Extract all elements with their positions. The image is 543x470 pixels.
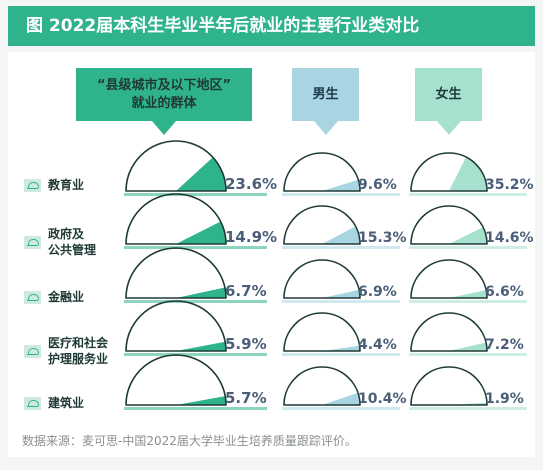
gauge-value-label: 14.6% — [485, 230, 534, 246]
gauge-value-label: 6.9% — [358, 284, 397, 300]
gauge-value-label: 15.3% — [358, 230, 407, 246]
gauge-baseline — [409, 353, 527, 356]
row-label-text: 金融业 — [48, 290, 85, 304]
chart-title: 图 2022届本科生毕业半年后就业的主要行业类对比 — [8, 6, 535, 46]
gauge-outline — [410, 312, 488, 352]
gauge-baseline — [409, 300, 527, 303]
gauge-value-label: 1.9% — [485, 391, 524, 407]
gauge-fill — [322, 392, 360, 405]
gauge-fill — [176, 221, 226, 244]
row-label: 教育业 — [24, 163, 84, 207]
gauge-outline — [410, 152, 488, 192]
gauge-fill — [322, 345, 360, 351]
row-label-text: 政府及 公共管理 — [48, 227, 97, 257]
gauge-value-label: 7.2% — [485, 337, 524, 353]
industry-icon — [24, 344, 41, 358]
gauge-value-label: 6.7% — [225, 282, 267, 300]
header-female: 女生 — [415, 68, 482, 135]
header-county-label: “县级城市及以下地区” 就业的群体 — [96, 77, 232, 111]
gauge-outline — [410, 259, 488, 299]
gauge-value-label: 4.4% — [358, 337, 397, 353]
gauge-fill — [176, 287, 226, 298]
gauge-baseline — [282, 407, 400, 410]
gauge-value-label: 5.7% — [225, 389, 267, 407]
gauge-outline — [283, 152, 361, 192]
gauge-baseline — [124, 193, 267, 196]
gauge-fill — [322, 226, 360, 244]
gauge-fill — [176, 157, 226, 191]
gauge-outline — [283, 259, 361, 299]
row-label: 政府及 公共管理 — [24, 220, 96, 264]
gauge-baseline — [409, 193, 527, 196]
gauge-fill — [322, 179, 360, 191]
industry-icon — [24, 178, 41, 192]
gauge-fill — [449, 290, 487, 298]
gauge-baseline — [282, 246, 400, 249]
callout-tail — [436, 121, 461, 135]
industry-icon — [24, 235, 41, 249]
row-label-text: 教育业 — [48, 178, 85, 192]
gauge-fill — [449, 157, 487, 191]
gauge-baseline — [282, 300, 400, 303]
gauge-outline — [125, 354, 227, 406]
gauge-outline — [410, 366, 488, 406]
industry-icon — [24, 290, 41, 304]
header-male-label: 男生 — [312, 86, 339, 102]
gauge-value-label: 5.9% — [225, 335, 267, 353]
gauge-outline — [125, 193, 227, 245]
gauge-baseline — [409, 246, 527, 249]
gauge-fill — [449, 342, 487, 351]
gauge-outline — [410, 205, 488, 245]
gauge-value-label: 6.6% — [485, 284, 524, 300]
gauge-outline — [125, 300, 227, 352]
callout-tail — [152, 121, 176, 135]
gauge-baseline — [282, 193, 400, 196]
data-source-note: 数据来源：麦可思-中国2022届大学毕业生培养质量跟踪评价。 — [22, 434, 357, 448]
row-label: 建筑业 — [24, 381, 84, 425]
gauge-value-label: 10.4% — [358, 391, 407, 407]
gauge-outline — [283, 205, 361, 245]
gauge-baseline — [124, 300, 267, 303]
header-county: “县级城市及以下地区” 就业的群体 — [76, 68, 252, 135]
row-label-text: 建筑业 — [48, 396, 85, 410]
row-label: 医疗和社会 护理服务业 — [24, 329, 108, 373]
gauge-outline — [125, 140, 227, 192]
gauge-baseline — [124, 353, 267, 356]
gauge-baseline — [124, 246, 267, 249]
header-female-label: 女生 — [435, 86, 462, 102]
gauge-outline — [283, 312, 361, 352]
row-label-text: 医疗和社会 护理服务业 — [48, 336, 109, 366]
gauge-value-label: 9.6% — [358, 177, 397, 193]
gauge-baseline — [409, 407, 527, 410]
gauge-baseline — [124, 407, 267, 410]
gauge-fill — [449, 227, 487, 244]
gauge-baseline — [282, 353, 400, 356]
gauge-fill — [322, 289, 360, 298]
gauge-value-label: 23.6% — [225, 175, 277, 193]
industry-icon — [24, 396, 41, 410]
gauge-value-label: 35.2% — [485, 177, 534, 193]
row-label: 金融业 — [24, 275, 84, 319]
header-male: 男生 — [292, 68, 359, 135]
gauge-fill — [176, 396, 226, 405]
gauge-fill — [176, 341, 226, 351]
gauge-outline — [125, 247, 227, 299]
gauge-outline — [283, 366, 361, 406]
gauge-value-label: 14.9% — [225, 228, 277, 246]
callout-tail — [313, 121, 338, 135]
